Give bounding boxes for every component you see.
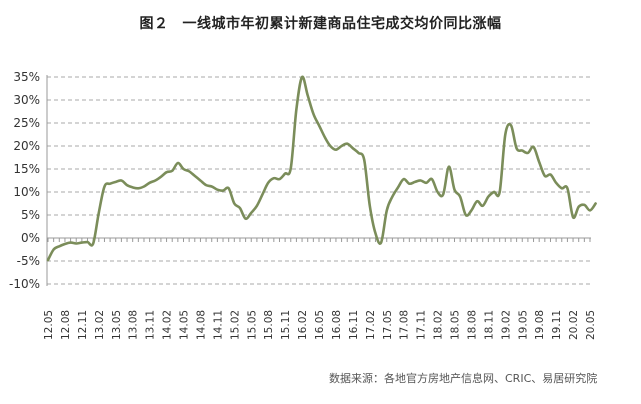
x-tick-label: 16.05 [314, 310, 326, 340]
x-tick-label: 17.02 [365, 310, 377, 340]
x-tick-label: 15.05 [246, 310, 258, 340]
x-tick-label: 15.02 [229, 310, 241, 340]
y-tick-label: 10% [13, 185, 40, 199]
x-tick-label: 19.08 [534, 310, 546, 340]
x-tick-label: 17.08 [399, 310, 411, 340]
x-tick-label: 16.11 [348, 310, 360, 340]
x-tick-label: 13.11 [145, 310, 157, 340]
x-tick-label: 17.05 [382, 310, 394, 340]
x-tick-label: 18.02 [433, 310, 445, 340]
chart-title: 图２ 一线城市年初累计新建商品住宅成交均价同比涨幅 [0, 13, 641, 33]
x-tick-label: 14.08 [195, 310, 207, 340]
x-tick-label: 13.02 [94, 310, 106, 340]
title-text: 一线城市年初累计新建商品住宅成交均价同比涨幅 [182, 16, 502, 32]
gridlines [47, 76, 591, 285]
x-tick-label: 14.11 [212, 310, 224, 340]
y-tick-label: 35% [13, 70, 40, 84]
x-tick-label: 20.02 [568, 310, 580, 340]
x-tick-label: 17.11 [416, 310, 428, 340]
x-tick-label: 13.05 [111, 310, 123, 340]
x-tick-label: 19.05 [517, 310, 529, 340]
y-tick-label: 30% [13, 93, 40, 107]
x-tick-label: 19.02 [500, 310, 512, 340]
x-tick-label: 18.08 [466, 310, 478, 340]
y-tick-label: 15% [13, 162, 40, 176]
x-tick-label: 18.11 [483, 310, 495, 340]
x-tick-label: 18.05 [450, 310, 462, 340]
y-tick-label: 20% [13, 139, 40, 153]
y-tick-label: 0% [21, 231, 40, 245]
x-tick-label: 14.05 [179, 310, 191, 340]
x-axis: 12.05 12.08 12.11 13.02 13.05 13.08 13.11 14.02… [43, 237, 597, 340]
y-tick-label: 5% [21, 208, 40, 222]
x-tick-label: 16.02 [297, 310, 309, 340]
x-tick-label: 12.11 [77, 310, 89, 340]
x-tick-label: 14.02 [162, 310, 174, 340]
source-note: 数据来源：各地官方房地产信息网、CRIC、易居研究院 [329, 372, 598, 385]
y-axis: 35% 30% 25% 20% 15% 10% 5% 0% -5% -10% [9, 70, 48, 291]
x-tick-label: 15.08 [263, 310, 275, 340]
x-tick-label: 15.11 [280, 310, 292, 340]
x-tick-label: 16.08 [331, 310, 343, 340]
y-tick-label: 25% [13, 116, 40, 130]
x-tick-label: 12.08 [60, 310, 72, 340]
x-tick-label: 13.08 [128, 310, 140, 340]
x-tick-label: 12.05 [43, 310, 55, 340]
x-tick-label: 20.05 [585, 310, 597, 340]
y-tick-label: -10% [9, 277, 40, 291]
x-tick-label: 19.11 [551, 310, 563, 340]
series-line [46, 75, 597, 262]
y-tick-label: -5% [17, 254, 40, 268]
figure-number: 图２ [139, 16, 169, 32]
